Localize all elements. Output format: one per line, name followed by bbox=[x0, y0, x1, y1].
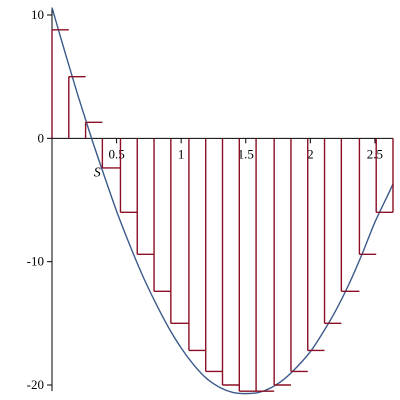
x-tick-label-3: 2 bbox=[307, 146, 314, 161]
x-tick-label-2: 1.5 bbox=[238, 146, 254, 161]
y-tick-label-3: -20 bbox=[27, 377, 44, 392]
y-tick-label-2: -10 bbox=[27, 254, 44, 269]
x-axis-label: S bbox=[94, 165, 101, 180]
series-step-group bbox=[51, 29, 394, 392]
y-tick-label-0: 10 bbox=[31, 7, 44, 22]
x-tick-label-0: 0.5 bbox=[108, 146, 124, 161]
x-tick-label-1: 1 bbox=[178, 146, 185, 161]
x-tick-label-4: 2.5 bbox=[367, 146, 383, 161]
series-curve-line bbox=[51, 7, 394, 395]
series-layer bbox=[51, 7, 394, 395]
y-tick-label-1: 0 bbox=[38, 130, 45, 145]
tick-marks bbox=[47, 14, 376, 386]
tick-labels: 10 0 -10 -20 0.5 1 1.5 2 2.5 bbox=[27, 7, 383, 392]
